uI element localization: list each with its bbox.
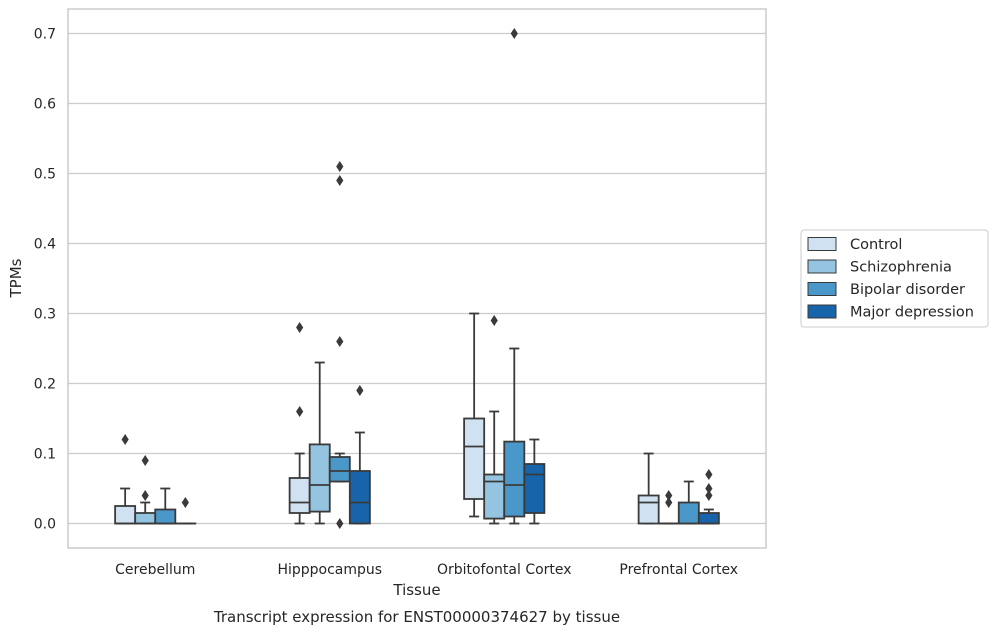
- legend-label: Major depression: [850, 305, 974, 321]
- outlier-point: [336, 161, 344, 172]
- box-1-3: [348, 385, 371, 525]
- box-groups: [114, 28, 720, 529]
- box-2-3: [523, 438, 546, 525]
- box-3-1: [657, 490, 680, 525]
- outlier-point: [490, 315, 498, 326]
- box-2-2: [503, 28, 526, 525]
- outlier-point: [296, 406, 304, 417]
- legend-swatch: [807, 304, 837, 319]
- legend-swatch: [807, 259, 837, 274]
- outlier-point: [510, 28, 518, 39]
- box-3-3: [697, 469, 720, 525]
- box-1-2: [328, 161, 351, 529]
- x-tick-label: Hipppocampus: [277, 562, 382, 578]
- y-tick-label: 0.1: [34, 447, 56, 463]
- box-1-1: [308, 361, 331, 525]
- box-0-1: [134, 455, 157, 525]
- x-tick-label: Prefrontal Cortex: [619, 562, 738, 578]
- box-body: [348, 470, 371, 525]
- grid-lines: [68, 32, 766, 525]
- box-0-3: [174, 497, 197, 525]
- box-body: [637, 494, 660, 525]
- x-axis-title: Tissue: [392, 581, 440, 599]
- legend-frame: [800, 229, 989, 328]
- box-body: [308, 443, 331, 513]
- outlier-point: [141, 490, 149, 501]
- plot-frame: [67, 8, 767, 549]
- legend-swatch: [807, 282, 837, 296]
- box-3-0: [637, 452, 660, 525]
- y-tick-label: 0.0: [34, 517, 56, 533]
- legend: Control Schizophrenia Bipolar disorder Majo…: [800, 229, 989, 328]
- box-body: [523, 463, 546, 514]
- box-body: [114, 505, 137, 525]
- outlier-point: [356, 385, 364, 396]
- box-2-0: [463, 312, 486, 518]
- legend-label: Bipolar disorder: [850, 282, 965, 298]
- x-tick-label: Orbitofontal Cortex: [437, 562, 572, 578]
- chart-caption: Transcript expression for ENST0000037462…: [213, 608, 620, 626]
- y-tick-label: 0.5: [34, 167, 56, 183]
- box-body: [288, 477, 311, 514]
- box-body: [328, 456, 351, 483]
- outlier-point: [705, 469, 713, 480]
- outlier-point: [121, 434, 129, 445]
- legend-swatch: [807, 237, 837, 251]
- box-body: [677, 501, 700, 525]
- legend-label: Schizophrenia: [850, 260, 952, 276]
- outlier-point: [665, 497, 673, 508]
- outlier-point: [141, 455, 149, 466]
- outlier-point: [705, 483, 713, 494]
- outlier-point: [336, 518, 344, 529]
- box-body: [463, 417, 486, 500]
- y-tick-label: 0.4: [34, 237, 56, 253]
- outlier-point: [705, 490, 713, 501]
- box-body: [503, 440, 526, 518]
- y-tick-label: 0.2: [34, 377, 56, 393]
- y-tick-label: 0.6: [34, 97, 56, 113]
- y-tick-label: 0.7: [34, 27, 56, 43]
- box-0-0: [114, 434, 137, 525]
- y-tick-labels: 0.0 0.1 0.2 0.3 0.4 0.5 0.6 0.7: [34, 27, 56, 533]
- box-0-2: [154, 487, 177, 525]
- box-body: [154, 508, 177, 525]
- outlier-point: [665, 490, 673, 501]
- y-tick-label: 0.3: [34, 307, 56, 323]
- box-body: [697, 512, 720, 525]
- box-1-0: [288, 322, 311, 525]
- box-body: [134, 512, 157, 525]
- x-tick-label: Cerebellum: [115, 562, 195, 578]
- outlier-point: [181, 497, 189, 508]
- box-2-1: [483, 315, 506, 525]
- legend-label: Control: [850, 237, 902, 253]
- y-axis-title: TPMs: [7, 258, 25, 298]
- outlier-point: [336, 175, 344, 186]
- outlier-point: [296, 322, 304, 333]
- box-3-2: [677, 480, 700, 525]
- x-tick-labels: Cerebellum Hipppocampus Orbitofontal Corte…: [115, 562, 738, 578]
- outlier-point: [336, 336, 344, 347]
